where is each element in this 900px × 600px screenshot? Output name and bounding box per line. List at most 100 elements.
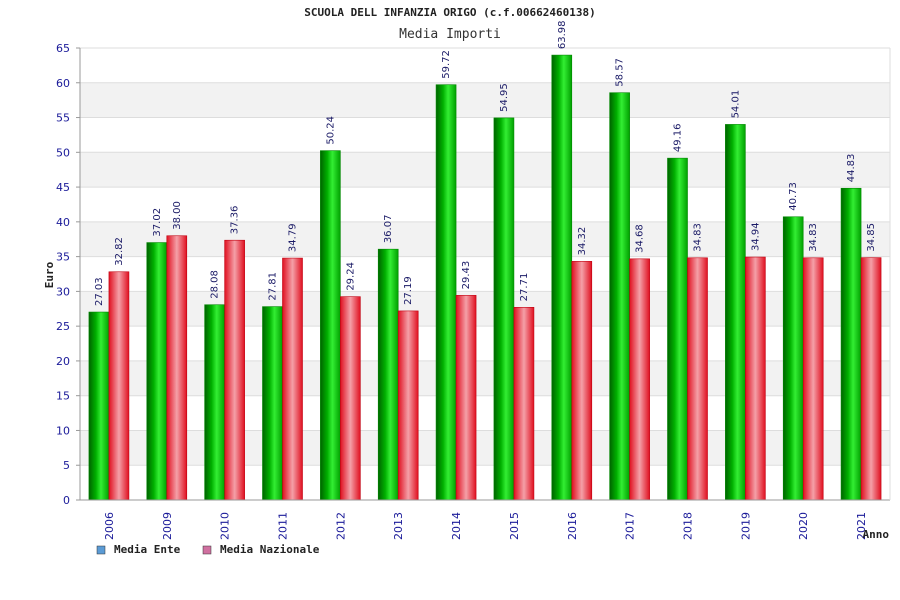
x-tick-label: 2014 xyxy=(450,512,463,540)
y-tick-label: 5 xyxy=(63,459,70,472)
bar-nazionale-2018 xyxy=(687,257,708,501)
bar-nazionale-2020 xyxy=(802,257,824,501)
bar-nazionale-2012 xyxy=(340,296,361,501)
value-label: 34.79 xyxy=(288,223,299,252)
x-tick-label: 2010 xyxy=(219,512,232,540)
y-tick-label: 25 xyxy=(56,320,70,333)
value-label: 58.57 xyxy=(615,58,626,87)
value-label: 27.03 xyxy=(94,277,105,306)
bar-ente-2017 xyxy=(609,92,630,501)
value-label: 27.81 xyxy=(268,272,279,301)
bar-nazionale-2009 xyxy=(166,235,188,501)
x-axis-label: Anno xyxy=(863,528,890,541)
y-tick-label: 30 xyxy=(56,285,70,298)
chart-subtitle: Media Importi xyxy=(399,27,501,42)
bar-ente-2021 xyxy=(840,187,862,501)
bar-ente-2010 xyxy=(204,304,225,501)
legend: Media Ente Media Nazionale xyxy=(96,543,320,556)
bar-ente-2020 xyxy=(782,216,804,501)
legend-swatch-nazionale xyxy=(202,545,212,555)
value-label: 50.24 xyxy=(325,116,336,145)
y-tick-label: 50 xyxy=(56,146,70,159)
bar-ente-2012 xyxy=(320,150,341,501)
bar-ente-2014 xyxy=(435,84,457,501)
x-tick-label: 2016 xyxy=(566,512,579,540)
bar-nazionale-2015 xyxy=(513,307,535,501)
y-tick-label: 35 xyxy=(56,251,70,264)
y-tick-label: 0 xyxy=(63,494,70,507)
y-tick-label: 15 xyxy=(56,390,70,403)
bar-nazionale-2019 xyxy=(745,256,766,501)
value-label: 27.71 xyxy=(519,273,530,302)
x-tick-label: 2011 xyxy=(277,512,290,540)
grid-band xyxy=(80,430,890,466)
value-label: 37.02 xyxy=(152,208,163,237)
value-label: 28.08 xyxy=(210,270,221,299)
bar-nazionale-2011 xyxy=(282,257,303,501)
y-tick-label: 10 xyxy=(56,424,70,437)
x-tick-label: 2015 xyxy=(508,512,521,540)
value-label: 44.83 xyxy=(846,154,857,183)
bar-ente-2013 xyxy=(377,248,399,501)
y-tick-label: 20 xyxy=(56,355,70,368)
y-tick-label: 60 xyxy=(56,77,70,90)
value-label: 59.72 xyxy=(441,50,452,79)
legend-label-nazionale: Media Nazionale xyxy=(220,543,320,556)
value-label: 32.82 xyxy=(114,237,125,266)
value-label: 34.83 xyxy=(693,223,704,252)
bar-ente-2015 xyxy=(493,117,515,501)
value-label: 34.83 xyxy=(808,223,819,252)
legend-swatch-ente xyxy=(96,545,106,555)
value-label: 34.85 xyxy=(866,223,877,252)
x-tick-label: 2006 xyxy=(103,512,116,540)
bar-nazionale-2010 xyxy=(224,239,245,501)
value-label: 40.73 xyxy=(788,182,799,211)
x-tick-label: 2012 xyxy=(334,512,347,540)
y-tick-label: 40 xyxy=(56,216,70,229)
value-label: 54.01 xyxy=(730,90,741,119)
y-axis-label: Euro xyxy=(43,261,56,288)
value-label: 54.95 xyxy=(499,83,510,112)
value-label: 63.98 xyxy=(557,20,568,49)
value-label: 34.32 xyxy=(577,227,588,256)
value-label: 38.00 xyxy=(172,201,183,230)
y-tick-label: 45 xyxy=(56,181,70,194)
value-label: 34.94 xyxy=(750,222,761,251)
bar-nazionale-2006 xyxy=(108,271,130,501)
bar-nazionale-2014 xyxy=(455,295,477,501)
bar-ente-2019 xyxy=(725,124,746,501)
value-labels: 27.03 32.82 2006 37.02 38.00 2009 28.08 37.36 20… xyxy=(94,20,877,540)
value-label: 34.68 xyxy=(635,224,646,253)
x-tick-label: 2021 xyxy=(855,512,868,540)
bar-nazionale-2021 xyxy=(860,257,882,501)
x-tick-label: 2013 xyxy=(392,512,405,540)
value-label: 36.07 xyxy=(383,215,394,244)
bar-ente-2006 xyxy=(88,311,110,501)
bar-ente-2011 xyxy=(262,306,283,501)
x-tick-label: 2018 xyxy=(682,512,695,540)
bars xyxy=(88,54,882,501)
grid-band xyxy=(80,221,890,257)
bar-ente-2009 xyxy=(146,242,168,501)
x-tick-label: 2009 xyxy=(161,512,174,540)
axes xyxy=(79,48,891,501)
bar-ente-2016 xyxy=(551,54,573,501)
y-tick-label: 55 xyxy=(56,112,70,125)
grid-band xyxy=(80,360,890,396)
value-label: 27.19 xyxy=(403,276,414,305)
grid-band xyxy=(80,291,890,327)
grid-band xyxy=(80,152,890,188)
x-tick-label: 2020 xyxy=(797,512,810,540)
value-label: 37.36 xyxy=(230,206,241,235)
grid-band xyxy=(80,82,890,118)
value-label: 29.43 xyxy=(461,261,472,290)
x-tick-label: 2019 xyxy=(739,512,752,540)
x-tick-label: 2017 xyxy=(624,512,637,540)
bar-nazionale-2016 xyxy=(571,261,593,501)
value-label: 49.16 xyxy=(673,124,684,153)
bar-ente-2018 xyxy=(667,157,688,501)
chart-title: SCUOLA DELL INFANZIA ORIGO (c.f.00662460… xyxy=(304,6,595,19)
value-label: 29.24 xyxy=(345,262,356,291)
legend-label-ente: Media Ente xyxy=(114,543,181,556)
